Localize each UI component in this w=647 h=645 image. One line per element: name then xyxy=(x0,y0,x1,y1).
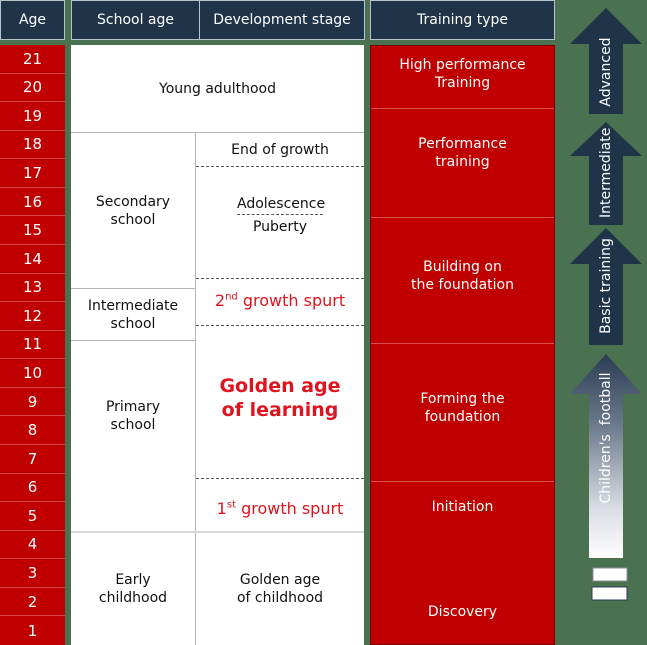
dev-golden-learning-line1: Golden age xyxy=(219,375,341,397)
age-cell: 3 xyxy=(0,559,65,588)
early-row-border xyxy=(71,531,364,645)
training-perf-line1: Performance xyxy=(418,136,507,152)
school-intermediate: Intermediate school xyxy=(71,288,195,340)
school-primary: Primary school xyxy=(71,340,195,531)
age-cell: 10 xyxy=(0,359,65,388)
age-cell: 16 xyxy=(0,188,65,217)
age-cell: 9 xyxy=(0,388,65,417)
school-secondary-line2: school xyxy=(110,211,156,228)
dev-second-spurt-num: 2 xyxy=(214,291,226,310)
school-early-line2: childhood xyxy=(98,590,168,606)
dev-second-growth-spurt: 2nd growth spurt xyxy=(196,278,364,325)
school-intermediate-line1: Intermediate xyxy=(87,297,179,314)
age-cell: 7 xyxy=(0,445,65,474)
training-forming-foundation: Forming the foundation xyxy=(371,343,554,481)
young-adulthood-cell: Young adulthood xyxy=(71,45,364,132)
small-box-icon xyxy=(591,586,628,601)
school-intermediate-line2: school xyxy=(110,315,156,332)
age-cell: 8 xyxy=(0,416,65,445)
training-discovery-label: Discovery xyxy=(427,604,498,620)
level-basic-training-label: Basic training xyxy=(598,238,614,334)
school-secondary-line1: Secondary xyxy=(95,193,171,210)
training-high-performance: High performance Training xyxy=(371,46,554,108)
dev-golden-childhood-line2: of childhood xyxy=(236,590,324,606)
training-forming-line2: foundation xyxy=(424,409,501,425)
dev-first-spurt-num: 1 xyxy=(216,499,227,518)
header-training-type: Training type xyxy=(370,0,555,40)
training-hp-line1: High performance xyxy=(399,57,526,73)
age-cell: 15 xyxy=(0,216,65,245)
training-building-line2: the foundation xyxy=(411,277,514,293)
age-cell: 14 xyxy=(0,245,65,274)
header-age-label: Age xyxy=(18,12,47,28)
intermediate-arrow-icon xyxy=(570,122,642,225)
header-school-age-label: School age xyxy=(96,12,174,28)
dev-golden-age-learning: Golden age of learning xyxy=(196,325,364,478)
dev-second-spurt-text: growth spurt xyxy=(237,291,346,310)
dev-first-growth-spurt: 1st growth spurt xyxy=(196,478,364,531)
training-building-line1: Building on xyxy=(423,259,502,275)
dev-golden-childhood-line1: Golden age xyxy=(239,572,321,588)
training-initiation: Initiation xyxy=(371,481,554,531)
age-cell: 12 xyxy=(0,302,65,331)
age-cell: 21 xyxy=(0,45,65,74)
age-cell: 11 xyxy=(0,331,65,360)
age-cell: 6 xyxy=(0,474,65,503)
training-forming-line1: Forming the xyxy=(420,391,505,407)
school-early-childhood: Early childhood xyxy=(71,533,195,645)
level-arrows xyxy=(570,8,642,601)
advanced-arrow-icon xyxy=(570,8,642,114)
dev-end-of-growth-label: End of growth xyxy=(231,141,329,158)
level-childrens-football-label: Children's football xyxy=(598,372,614,504)
training-building-foundation: Building on the foundation xyxy=(371,217,554,343)
dev-end-of-growth: End of growth xyxy=(196,132,364,166)
small-box-icon xyxy=(592,567,628,582)
age-cell: 17 xyxy=(0,159,65,188)
school-primary-line1: Primary xyxy=(105,399,161,415)
age-cell: 2 xyxy=(0,588,65,617)
age-cell: 13 xyxy=(0,274,65,303)
school-development-panel: Young adulthood Secondary school Intermed… xyxy=(71,45,364,645)
header-training-type-label: Training type xyxy=(417,12,508,28)
training-perf-line2: training xyxy=(435,154,490,170)
header-development-stage-label: Development stage xyxy=(213,12,351,28)
training-initiation-label: Initiation xyxy=(431,499,494,515)
dev-second-spurt-sup: nd xyxy=(225,291,238,303)
header-school-age: School age xyxy=(71,0,200,40)
training-type-column: High performance Training Performance trai… xyxy=(370,45,555,645)
young-adulthood-label: Young adulthood xyxy=(159,80,276,97)
age-column: 21 20 19 18 17 16 15 14 13 12 11 10 9 8 … xyxy=(0,45,65,645)
childrens-football-arrow-icon xyxy=(570,354,642,558)
school-early-line1: Early xyxy=(115,572,151,588)
header-age: Age xyxy=(0,0,65,40)
age-cell: 4 xyxy=(0,531,65,560)
school-secondary: Secondary school xyxy=(71,132,195,288)
basic-training-arrow-icon xyxy=(570,228,642,345)
training-hp-line2: Training xyxy=(434,75,491,91)
training-performance: Performance training xyxy=(371,108,554,217)
age-cell: 19 xyxy=(0,102,65,131)
dev-first-spurt-text: growth spurt xyxy=(236,499,344,518)
dev-golden-age-childhood: Golden age of childhood xyxy=(196,533,364,645)
column-divider xyxy=(195,132,196,645)
header-development-stage: Development stage xyxy=(199,0,365,40)
age-cell: 5 xyxy=(0,502,65,531)
dev-puberty-label: Puberty xyxy=(252,219,308,235)
dev-golden-learning-line2: of learning xyxy=(221,399,339,421)
age-cell: 20 xyxy=(0,74,65,103)
level-advanced-label: Advanced xyxy=(598,37,614,107)
training-discovery: Discovery xyxy=(371,531,554,644)
school-primary-line2: school xyxy=(110,417,156,433)
age-cell: 1 xyxy=(27,621,38,640)
dev-adolescence-puberty: Adolescence Puberty xyxy=(196,166,364,278)
dev-adolescence-label: Adolescence xyxy=(237,195,325,215)
age-cell: 18 xyxy=(0,131,65,160)
dev-first-spurt-sup: st xyxy=(226,499,236,511)
level-intermediate-label: Intermediate xyxy=(598,127,614,218)
